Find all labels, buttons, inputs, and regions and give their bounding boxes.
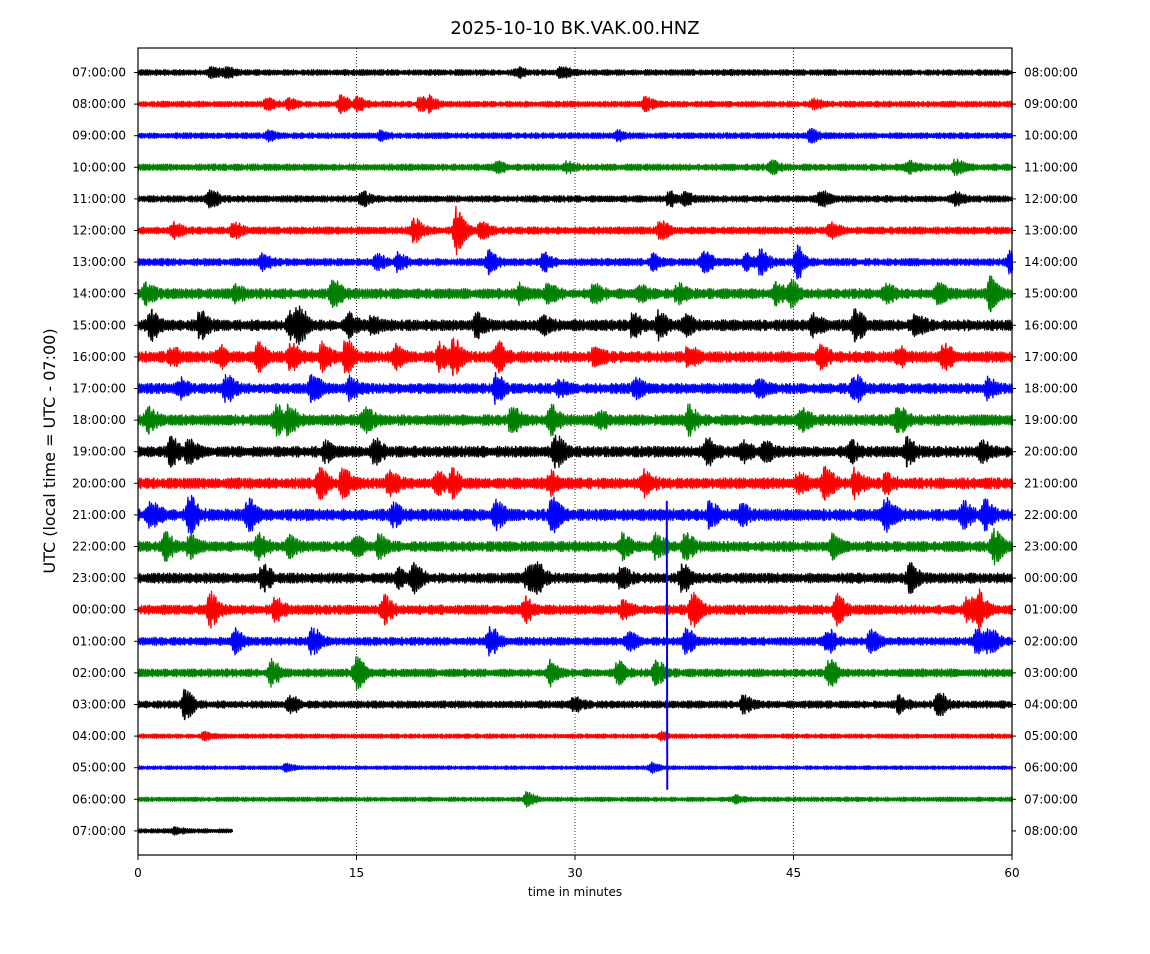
y-tick-label-right: 08:00:00 bbox=[1024, 824, 1078, 838]
y-tick-label-right: 11:00:00 bbox=[1024, 160, 1078, 174]
trace-row-19 bbox=[137, 655, 1014, 690]
trace-row-11 bbox=[137, 403, 1014, 437]
traces bbox=[137, 65, 1014, 836]
y-tick-label-left: 06:00:00 bbox=[72, 792, 126, 806]
large-spike bbox=[665, 500, 669, 790]
y-tick-label-right: 08:00:00 bbox=[1024, 66, 1078, 80]
y-tick-label-right: 06:00:00 bbox=[1024, 761, 1078, 775]
y-tick-label-left: 19:00:00 bbox=[72, 445, 126, 459]
y-tick-label-left: 05:00:00 bbox=[72, 761, 126, 775]
y-tick-label-left: 17:00:00 bbox=[72, 382, 126, 396]
chart-title: 2025-10-10 BK.VAK.00.HNZ bbox=[450, 18, 699, 39]
x-tick-label: 60 bbox=[1004, 866, 1019, 880]
trace-row-15 bbox=[137, 527, 1014, 566]
y-tick-label-left: 03:00:00 bbox=[72, 698, 126, 712]
y-tick-label-left: 09:00:00 bbox=[72, 129, 126, 143]
trace-row-6 bbox=[137, 244, 1014, 280]
y-tick-label-right: 15:00:00 bbox=[1024, 287, 1078, 301]
y-tick-label-right: 01:00:00 bbox=[1024, 603, 1078, 617]
y-tick-label-left: 15:00:00 bbox=[72, 318, 126, 332]
y-tick-label-left: 11:00:00 bbox=[72, 192, 126, 206]
y-tick-label-left: 02:00:00 bbox=[72, 666, 126, 680]
y-tick-label-left: 07:00:00 bbox=[72, 824, 126, 838]
trace-row-22 bbox=[137, 761, 1014, 774]
y-tick-label-right: 18:00:00 bbox=[1024, 382, 1078, 396]
y-tick-label-right: 22:00:00 bbox=[1024, 508, 1078, 522]
y-tick-label-left: 04:00:00 bbox=[72, 729, 126, 743]
y-tick-label-left: 22:00:00 bbox=[72, 540, 126, 554]
y-tick-label-left: 01:00:00 bbox=[72, 634, 126, 648]
y-tick-label-right: 04:00:00 bbox=[1024, 698, 1078, 712]
y-tick-label-right: 10:00:00 bbox=[1024, 129, 1078, 143]
y-tick-label-left: 13:00:00 bbox=[72, 255, 126, 269]
y-tick-label-right: 16:00:00 bbox=[1024, 318, 1078, 332]
y-tick-label-right: 17:00:00 bbox=[1024, 350, 1078, 364]
x-tick-label: 0 bbox=[134, 866, 142, 880]
y-axis-label: UTC (local time = UTC - 07:00) bbox=[40, 328, 59, 573]
trace-row-0 bbox=[137, 65, 1014, 80]
x-tick-label: 30 bbox=[567, 866, 582, 880]
y-tick-label-right: 09:00:00 bbox=[1024, 97, 1078, 111]
y-tick-label-left: 08:00:00 bbox=[72, 97, 126, 111]
y-tick-label-left: 21:00:00 bbox=[72, 508, 126, 522]
trace-row-16 bbox=[137, 561, 1014, 596]
trace-row-20 bbox=[137, 688, 1014, 721]
trace-row-21 bbox=[137, 730, 1014, 742]
trace-row-5 bbox=[137, 205, 1014, 256]
trace-row-18 bbox=[137, 625, 1014, 657]
trace-row-17 bbox=[137, 588, 1014, 631]
y-tick-label-right: 14:00:00 bbox=[1024, 255, 1078, 269]
y-tick-label-right: 00:00:00 bbox=[1024, 571, 1078, 585]
y-tick-label-left: 07:00:00 bbox=[72, 66, 126, 80]
trace-row-2 bbox=[137, 127, 1014, 144]
y-tick-label-right: 02:00:00 bbox=[1024, 634, 1078, 648]
x-tick-label: 45 bbox=[786, 866, 801, 880]
trace-row-7 bbox=[137, 275, 1014, 313]
y-tick-label-right: 20:00:00 bbox=[1024, 445, 1078, 459]
y-tick-label-right: 23:00:00 bbox=[1024, 540, 1078, 554]
gridlines bbox=[356, 48, 794, 855]
y-tick-label-right: 07:00:00 bbox=[1024, 792, 1078, 806]
spike-layer bbox=[665, 500, 669, 790]
y-tick-label-left: 20:00:00 bbox=[72, 476, 126, 490]
x-axis-label: time in minutes bbox=[528, 885, 622, 899]
y-tick-label-right: 19:00:00 bbox=[1024, 413, 1078, 427]
trace-row-14 bbox=[137, 494, 1014, 535]
y-tick-label-left: 18:00:00 bbox=[72, 413, 126, 427]
y-tick-label-left: 10:00:00 bbox=[72, 160, 126, 174]
x-tick-label: 15 bbox=[349, 866, 364, 880]
trace-row-24 bbox=[137, 826, 234, 836]
trace-row-9 bbox=[137, 337, 1014, 377]
y-tick-label-right: 21:00:00 bbox=[1024, 476, 1078, 490]
plot-frame bbox=[137, 47, 1013, 856]
y-tick-label-right: 12:00:00 bbox=[1024, 192, 1078, 206]
y-tick-label-right: 05:00:00 bbox=[1024, 729, 1078, 743]
trace-row-1 bbox=[137, 94, 1014, 115]
trace-row-23 bbox=[137, 790, 1014, 808]
y-tick-label-right: 13:00:00 bbox=[1024, 224, 1078, 238]
trace-row-8 bbox=[137, 305, 1014, 346]
axes: 07:00:00 08:00:00 08:00:00 09:00:00 09:00:00… bbox=[72, 66, 1078, 881]
y-tick-label-left: 12:00:00 bbox=[72, 224, 126, 238]
trace-row-12 bbox=[137, 434, 1014, 469]
y-tick-label-right: 03:00:00 bbox=[1024, 666, 1078, 680]
trace-row-3 bbox=[137, 158, 1014, 176]
y-tick-label-left: 23:00:00 bbox=[72, 571, 126, 585]
trace-row-4 bbox=[137, 189, 1014, 209]
trace-row-13 bbox=[137, 465, 1014, 501]
y-tick-label-left: 14:00:00 bbox=[72, 287, 126, 301]
y-tick-label-left: 00:00:00 bbox=[72, 603, 126, 617]
trace-row-10 bbox=[137, 372, 1014, 405]
y-tick-label-left: 16:00:00 bbox=[72, 350, 126, 364]
